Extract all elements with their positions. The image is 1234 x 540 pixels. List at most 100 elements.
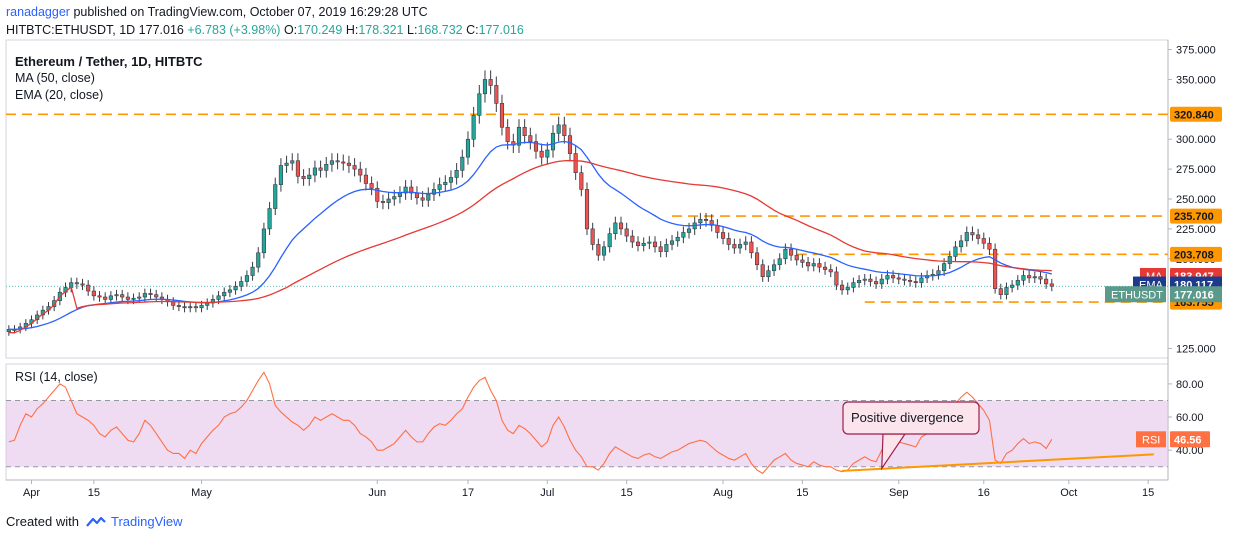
candle-body bbox=[86, 284, 91, 292]
candle-body bbox=[499, 103, 505, 128]
price-label-tag bbox=[1105, 286, 1166, 303]
candle bbox=[698, 213, 703, 230]
candle bbox=[556, 116, 561, 142]
candle bbox=[811, 258, 816, 272]
candle bbox=[664, 238, 669, 258]
divergence-trendline bbox=[842, 453, 1154, 472]
candle-body bbox=[1044, 278, 1049, 285]
candle bbox=[74, 277, 79, 289]
candle-body bbox=[176, 305, 181, 307]
last-price: 177.016 bbox=[138, 23, 184, 37]
candle bbox=[522, 119, 527, 144]
candle bbox=[908, 275, 913, 287]
candle-body bbox=[885, 275, 890, 280]
candle bbox=[596, 238, 601, 261]
candle bbox=[743, 236, 748, 251]
tradingview-link[interactable]: TradingView bbox=[110, 514, 183, 529]
candle bbox=[840, 280, 845, 295]
candle-body bbox=[669, 240, 675, 245]
candle-body bbox=[114, 294, 119, 297]
candle-body bbox=[437, 184, 442, 190]
candle-body bbox=[726, 238, 731, 245]
candle bbox=[1032, 271, 1037, 284]
candle bbox=[539, 143, 544, 165]
candle bbox=[182, 302, 187, 313]
candle bbox=[312, 160, 317, 183]
candle bbox=[380, 194, 385, 210]
candle bbox=[862, 274, 867, 286]
price-tick-label: 350.000 bbox=[1176, 74, 1216, 86]
candle bbox=[828, 264, 833, 278]
rsi-tick-label: 40.00 bbox=[1176, 445, 1204, 457]
candle-body bbox=[720, 232, 726, 239]
candle bbox=[437, 177, 442, 197]
candle-body bbox=[392, 196, 397, 200]
candle-body bbox=[840, 284, 845, 291]
candle bbox=[647, 236, 652, 250]
close-label: C: bbox=[466, 23, 479, 37]
chart-area[interactable]: 375.000 350.000 300.000 275.000 250.000 225.0… bbox=[0, 0, 1234, 510]
candle bbox=[641, 237, 646, 252]
candle-body bbox=[771, 264, 777, 272]
candle-body bbox=[868, 278, 873, 282]
candle bbox=[754, 247, 760, 271]
candle-body bbox=[335, 160, 340, 163]
candle bbox=[868, 274, 873, 287]
candle-body bbox=[142, 293, 147, 298]
candle bbox=[777, 253, 782, 271]
candle-body bbox=[800, 259, 805, 263]
candle-body bbox=[171, 301, 176, 306]
candle bbox=[879, 274, 884, 289]
candle-body bbox=[222, 291, 227, 297]
candle-body bbox=[460, 156, 465, 171]
legend-ma: MA (50, close) bbox=[15, 71, 95, 85]
candle bbox=[794, 249, 799, 266]
candle bbox=[987, 237, 992, 255]
candle bbox=[681, 226, 686, 244]
candle-body bbox=[1021, 275, 1026, 281]
candle-body bbox=[675, 236, 680, 242]
candle-body bbox=[426, 193, 431, 201]
candle-body bbox=[749, 241, 754, 254]
candle-body bbox=[857, 279, 862, 283]
candle bbox=[857, 275, 862, 288]
price-tick-label: 300.000 bbox=[1176, 134, 1216, 146]
candle bbox=[318, 160, 323, 178]
candle bbox=[91, 286, 96, 301]
time-tick-label: Apr bbox=[23, 487, 40, 499]
candle bbox=[573, 145, 578, 180]
candle-body bbox=[811, 263, 816, 267]
candle bbox=[114, 289, 119, 301]
candle bbox=[454, 163, 459, 185]
rsi-value-label: 46.56 bbox=[1174, 434, 1202, 446]
candle-body bbox=[806, 262, 811, 267]
candle bbox=[533, 133, 539, 159]
candle-body bbox=[108, 295, 113, 300]
candle-body bbox=[545, 149, 550, 158]
candle-body bbox=[777, 258, 782, 266]
candle bbox=[528, 127, 533, 150]
candle-body bbox=[363, 174, 368, 184]
candle bbox=[358, 161, 363, 183]
candle-body bbox=[737, 244, 743, 249]
candle-body bbox=[239, 281, 244, 287]
candle-body bbox=[794, 254, 799, 261]
candle bbox=[375, 181, 380, 209]
candle-body bbox=[448, 177, 454, 183]
candle-body bbox=[998, 288, 1003, 295]
candle-body bbox=[91, 290, 96, 297]
level-badge bbox=[1170, 106, 1222, 122]
candle-body bbox=[318, 167, 323, 171]
candle bbox=[460, 149, 465, 178]
candle bbox=[403, 180, 408, 200]
author-link[interactable]: ranadagger bbox=[6, 5, 70, 19]
footer: Created with TradingView bbox=[6, 514, 183, 529]
rsi-label-name: RSI bbox=[1142, 434, 1160, 446]
candle-body bbox=[273, 184, 278, 209]
candle-body bbox=[567, 135, 573, 154]
candle-body bbox=[828, 269, 833, 273]
candle bbox=[709, 214, 714, 232]
candle-body bbox=[386, 198, 391, 203]
candle-body bbox=[329, 160, 334, 165]
candle-body bbox=[216, 295, 221, 300]
